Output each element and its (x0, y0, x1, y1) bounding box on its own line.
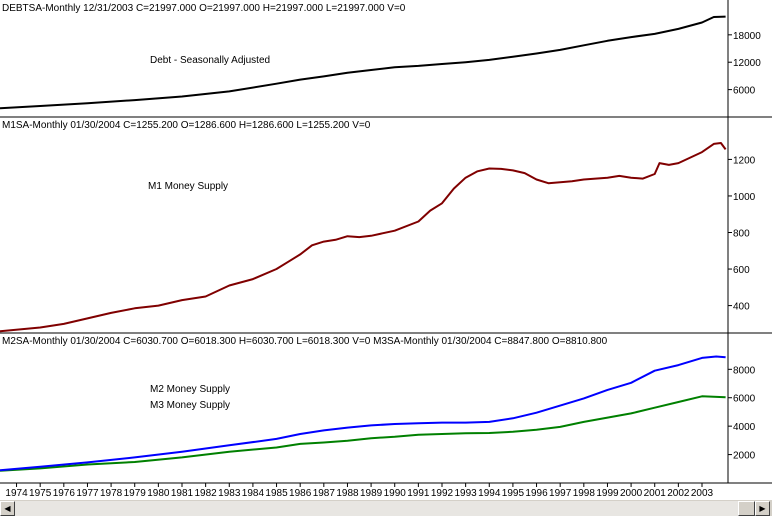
x-tick-label: 1993 (455, 488, 478, 499)
y-tick-label: 600 (733, 265, 750, 276)
x-tick-label: 1982 (195, 488, 218, 499)
x-tick-label: 1975 (29, 488, 52, 499)
x-tick-label: 1996 (525, 488, 548, 499)
x-tick-label: 2000 (620, 488, 643, 499)
x-tick-label: 2002 (667, 488, 690, 499)
y-tick-label: 4000 (733, 422, 756, 433)
series-annotation: M1 Money Supply (148, 181, 228, 192)
series-line (0, 395, 726, 472)
series-line (0, 142, 727, 333)
y-tick-label: 400 (733, 302, 750, 313)
arrow-left-icon: ◀ (4, 504, 11, 513)
series-annotation: Debt - Seasonally Adjusted (150, 55, 270, 66)
panel-header: DEBTSA-Monthly 12/31/2003 C=21997.000 O=… (2, 3, 406, 14)
x-tick-label: 1983 (218, 488, 241, 499)
x-tick-label: 1980 (147, 488, 170, 499)
y-tick-label: 8000 (733, 365, 756, 376)
series-line (0, 15, 726, 110)
x-tick-label: 1979 (124, 488, 147, 499)
x-tick-label: 1978 (100, 488, 123, 499)
x-tick-label: 1990 (384, 488, 407, 499)
y-tick-label: 1000 (733, 192, 756, 203)
y-tick-label: 6000 (733, 86, 756, 97)
x-tick-label: 2001 (644, 488, 667, 499)
x-tick-label: 1999 (596, 488, 619, 499)
x-tick-label: 1985 (265, 488, 288, 499)
x-tick-label: 1986 (289, 488, 312, 499)
scroll-left-button[interactable]: ◀ (0, 501, 15, 516)
x-tick-label: 1992 (431, 488, 454, 499)
x-tick-label: 1997 (549, 488, 572, 499)
x-tick-label: 1987 (313, 488, 336, 499)
y-tick-label: 1200 (733, 155, 756, 166)
horizontal-scrollbar[interactable]: ◀ ▶ (0, 499, 772, 516)
series-line (0, 355, 726, 472)
panel-header: M2SA-Monthly 01/30/2004 C=6030.700 O=601… (2, 336, 608, 347)
y-tick-label: 12000 (733, 58, 761, 69)
x-tick-label: 1991 (407, 488, 430, 499)
x-tick-label: 2003 (691, 488, 714, 499)
x-tick-label: 1995 (502, 488, 525, 499)
y-tick-label: 800 (733, 229, 750, 240)
series-annotation: M3 Money Supply (150, 400, 230, 411)
x-tick-label: 1988 (336, 488, 359, 499)
x-tick-label: 1994 (478, 488, 501, 499)
chart-canvas: DEBTSA-Monthly 12/31/2003 C=21997.000 O=… (0, 0, 772, 499)
panel-header: M1SA-Monthly 01/30/2004 C=1255.200 O=128… (2, 120, 371, 131)
y-tick-label: 6000 (733, 394, 756, 405)
scroll-right-button[interactable]: ▶ (755, 501, 770, 516)
arrow-right-icon: ▶ (759, 504, 766, 513)
x-tick-label: 1974 (5, 488, 28, 499)
x-tick-label: 1977 (76, 488, 99, 499)
scrollbar-track[interactable] (15, 501, 738, 516)
x-tick-label: 1998 (573, 488, 596, 499)
scrollbar-thumb[interactable] (738, 501, 755, 516)
series-annotation: M2 Money Supply (150, 384, 230, 395)
y-tick-label: 2000 (733, 451, 756, 462)
x-tick-label: 1989 (360, 488, 383, 499)
x-tick-label: 1984 (242, 488, 265, 499)
y-tick-label: 18000 (733, 31, 761, 42)
x-tick-label: 1981 (171, 488, 194, 499)
x-tick-label: 1976 (53, 488, 76, 499)
